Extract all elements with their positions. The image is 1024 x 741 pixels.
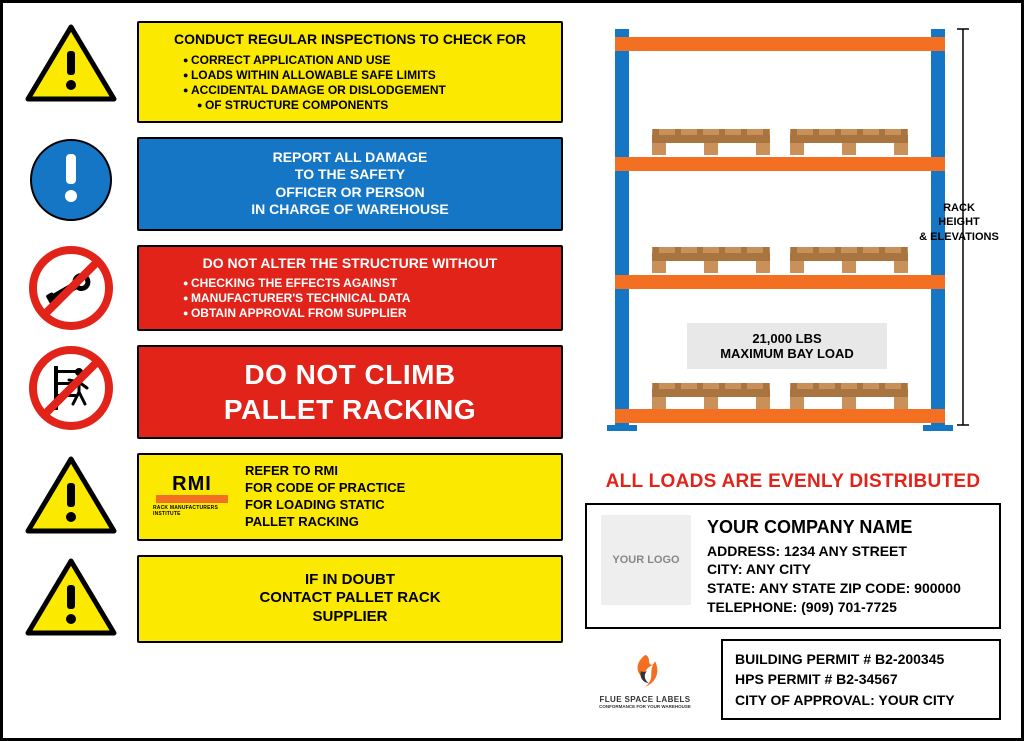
- rack-caption: ALL LOADS ARE EVENLY DISTRIBUTED: [585, 471, 1001, 493]
- rmi-logo-sub: RACK MANUFACTURERS INSTITUTE: [153, 505, 231, 518]
- list-item: LOADS WITHIN ALLOWABLE SAFE LIMITS: [149, 68, 551, 83]
- list-item: CHECKING THE EFFECTS AGAINST: [149, 276, 551, 291]
- layout: CONDUCT REGULAR INSPECTIONS TO CHECK FOR…: [23, 21, 1001, 720]
- text-line: HEIGHT: [915, 215, 1003, 229]
- rack-diagram: 21,000 LBS MAXIMUM BAY LOAD RACK HEIGHT …: [585, 21, 1001, 469]
- permit-line: CITY OF APPROVAL: YOUR CITY: [735, 690, 987, 710]
- panel-inspect-title: CONDUCT REGULAR INSPECTIONS TO CHECK FOR: [149, 31, 551, 49]
- permit-line: BUILDING PERMIT # B2-200345: [735, 649, 987, 669]
- company-city: CITY: ANY CITY: [707, 560, 961, 579]
- text-line: CONTACT PALLET RACK: [153, 589, 547, 608]
- panel-rmi-body: REFER TO RMI FOR CODE OF PRACTICE FOR LO…: [245, 463, 405, 531]
- text-line: OFFICER OR PERSON: [149, 184, 551, 202]
- company-block: YOUR LOGO YOUR COMPANY NAME ADDRESS: 123…: [585, 503, 1001, 629]
- company-logo-placeholder: YOUR LOGO: [601, 515, 691, 605]
- row-doubt: IF IN DOUBT CONTACT PALLET RACK SUPPLIER: [23, 555, 563, 643]
- text-line: & ELEVATIONS: [915, 230, 1003, 244]
- bay-load-value: 21,000 LBS: [752, 331, 821, 346]
- rmi-logo: RMI RACK MANUFACTURERS INSTITUTE: [153, 472, 231, 522]
- panel-alter: DO NOT ALTER THE STRUCTURE WITHOUT CHECK…: [137, 245, 563, 332]
- company-info: YOUR COMPANY NAME ADDRESS: 1234 ANY STRE…: [707, 515, 961, 617]
- mandatory-circle-icon: [23, 137, 119, 223]
- warning-triangle-icon: [23, 453, 119, 539]
- text-line: TO THE SAFETY: [149, 166, 551, 184]
- company-name: YOUR COMPANY NAME: [707, 515, 961, 539]
- list-item: OBTAIN APPROVAL FROM SUPPLIER: [149, 306, 551, 321]
- list-item: CORRECT APPLICATION AND USE: [149, 53, 551, 68]
- row-rmi: RMI RACK MANUFACTURERS INSTITUTE REFER T…: [23, 453, 563, 541]
- list-item: MANUFACTURER'S TECHNICAL DATA: [149, 291, 551, 306]
- safety-sign: CONDUCT REGULAR INSPECTIONS TO CHECK FOR…: [0, 0, 1024, 741]
- row-inspect: CONDUCT REGULAR INSPECTIONS TO CHECK FOR…: [23, 21, 563, 123]
- text-line: DO NOT CLIMB: [149, 357, 551, 392]
- text-line: PALLET RACKING: [245, 514, 405, 531]
- row-report: REPORT ALL DAMAGE TO THE SAFETY OFFICER …: [23, 137, 563, 231]
- row-climb: DO NOT CLIMB PALLET RACKING: [23, 345, 563, 439]
- flue-tagline: CONFORMANCE FOR YOUR WAREHOUSE: [599, 704, 691, 709]
- warning-triangle-icon: [23, 21, 119, 107]
- panel-climb: DO NOT CLIMB PALLET RACKING: [137, 345, 563, 439]
- panel-alter-title: DO NOT ALTER THE STRUCTURE WITHOUT: [149, 255, 551, 273]
- company-address: ADDRESS: 1234 ANY STREET: [707, 542, 961, 561]
- row-alter: DO NOT ALTER THE STRUCTURE WITHOUT CHECK…: [23, 245, 563, 332]
- bay-load-label: 21,000 LBS MAXIMUM BAY LOAD: [687, 323, 887, 369]
- list-item: OF STRUCTURE COMPONENTS: [149, 98, 551, 113]
- right-column: 21,000 LBS MAXIMUM BAY LOAD RACK HEIGHT …: [585, 21, 1001, 720]
- permit-block: FLUE SPACE LABELS CONFORMANCE FOR YOUR W…: [585, 639, 1001, 720]
- company-tel: TELEPHONE: (909) 701-7725: [707, 598, 961, 617]
- bay-load-text: MAXIMUM BAY LOAD: [720, 346, 854, 361]
- panel-doubt: IF IN DOUBT CONTACT PALLET RACK SUPPLIER: [137, 555, 563, 643]
- text-line: FOR CODE OF PRACTICE: [245, 480, 405, 497]
- text-line: FOR LOADING STATIC: [245, 497, 405, 514]
- warning-triangle-icon: [23, 555, 119, 641]
- panel-report: REPORT ALL DAMAGE TO THE SAFETY OFFICER …: [137, 137, 563, 231]
- text-line: RACK: [915, 201, 1003, 215]
- rmi-logo-bar: [156, 495, 228, 503]
- flue-brand: FLUE SPACE LABELS: [599, 695, 690, 704]
- panel-rmi: RMI RACK MANUFACTURERS INSTITUTE REFER T…: [137, 453, 563, 541]
- text-line: IN CHARGE OF WAREHOUSE: [149, 201, 551, 219]
- text-line: REPORT ALL DAMAGE: [149, 149, 551, 167]
- panel-inspect-list: CORRECT APPLICATION AND USE LOADS WITHIN…: [149, 53, 551, 113]
- list-item: ACCIDENTAL DAMAGE OR DISLODGEMENT: [149, 83, 551, 98]
- left-column: CONDUCT REGULAR INSPECTIONS TO CHECK FOR…: [23, 21, 563, 720]
- flue-mark-icon: [625, 651, 665, 691]
- no-climb-icon: [23, 345, 119, 431]
- no-modify-icon: [23, 245, 119, 331]
- permit-line: HPS PERMIT # B2-34567: [735, 669, 987, 689]
- text-line: PALLET RACKING: [149, 392, 551, 427]
- text-line: REFER TO RMI: [245, 463, 405, 480]
- text-line: SUPPLIER: [153, 608, 547, 627]
- panel-inspect: CONDUCT REGULAR INSPECTIONS TO CHECK FOR…: [137, 21, 563, 123]
- permit-box: BUILDING PERMIT # B2-200345 HPS PERMIT #…: [721, 639, 1001, 720]
- flue-space-labels-logo: FLUE SPACE LABELS CONFORMANCE FOR YOUR W…: [585, 651, 705, 709]
- panel-alter-list: CHECKING THE EFFECTS AGAINST MANUFACTURE…: [149, 276, 551, 321]
- company-state-zip: STATE: ANY STATE ZIP CODE: 900000: [707, 579, 961, 598]
- text-line: IF IN DOUBT: [153, 571, 547, 590]
- rmi-logo-text: RMI: [172, 476, 212, 492]
- rack-dim-label: RACK HEIGHT & ELEVATIONS: [915, 201, 1003, 244]
